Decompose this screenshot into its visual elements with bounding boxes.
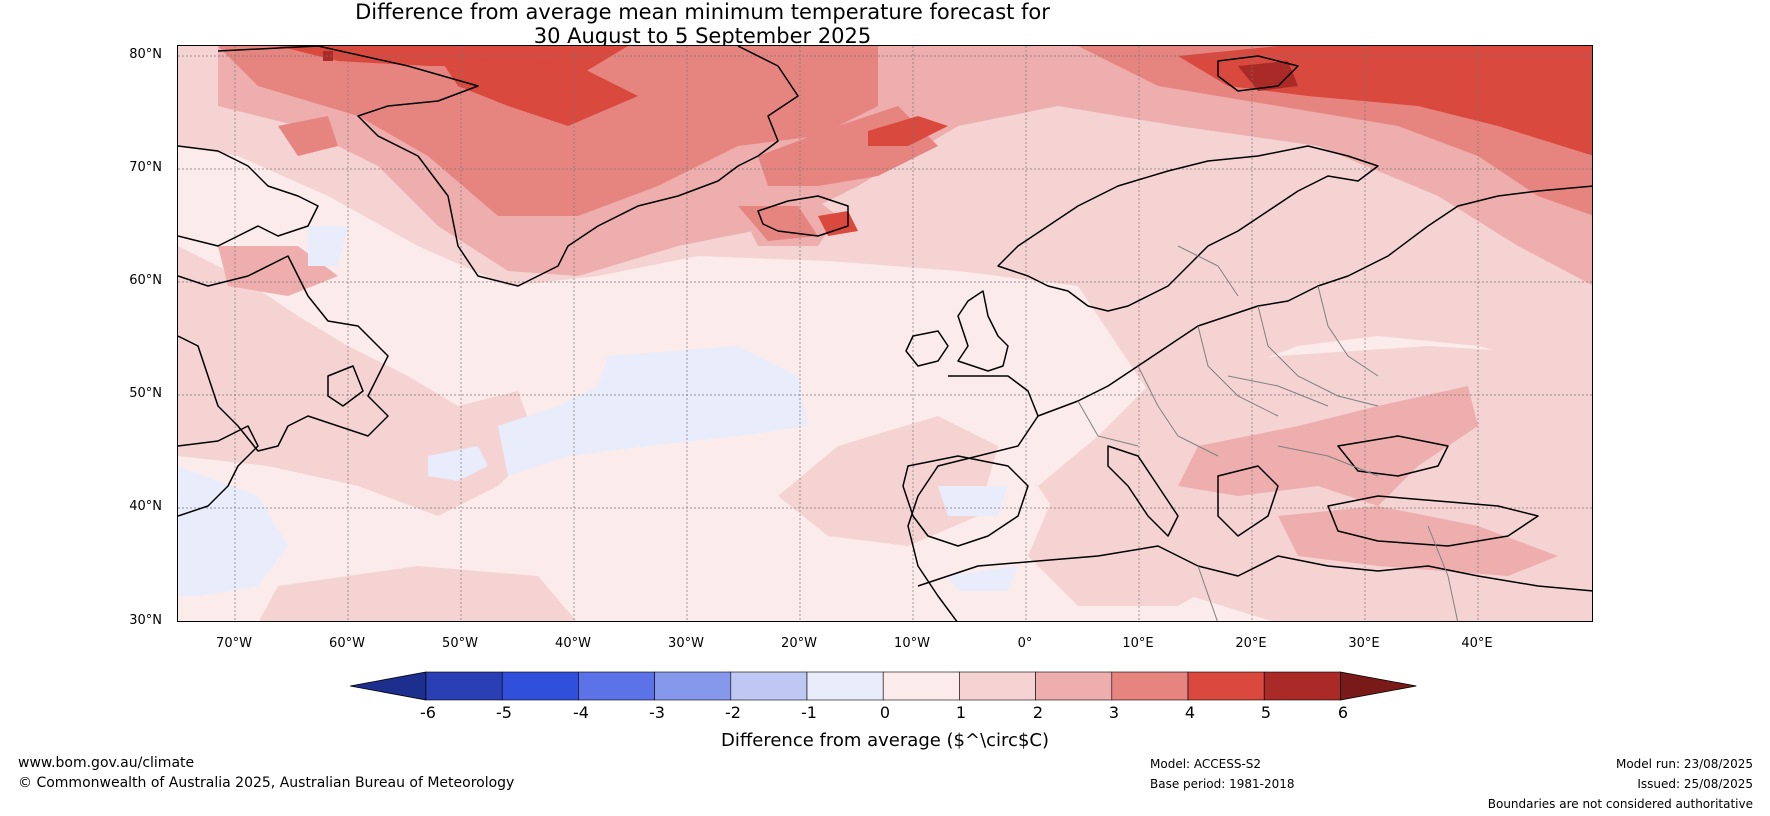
copyright-text: © Commonwealth of Australia 2025, Austra… bbox=[18, 775, 515, 791]
colorbar-tick-2: 2 bbox=[1032, 703, 1044, 722]
model-run-date: Model run: 23/08/2025 bbox=[1615, 757, 1753, 771]
colorbar-segment bbox=[959, 671, 1036, 701]
coastlines bbox=[178, 46, 1592, 621]
lon-label-30e: 30°E bbox=[1348, 636, 1380, 651]
base-period: Base period: 1981-2018 bbox=[1150, 777, 1295, 791]
lon-label-40w: 40°W bbox=[555, 636, 591, 651]
lon-label-60w: 60°W bbox=[329, 636, 365, 651]
colorbar-tick-5: 5 bbox=[1260, 703, 1272, 722]
colorbar-extend-low bbox=[350, 671, 427, 701]
colorbar-segment bbox=[1187, 671, 1265, 701]
colorbar-segment bbox=[1111, 671, 1189, 701]
colorbar-label: Difference from average ($^\circ$C) bbox=[721, 730, 1049, 751]
colorbar-segment bbox=[806, 671, 884, 701]
lon-label-70w: 70°W bbox=[216, 636, 252, 651]
lat-label-70n: 70°N bbox=[129, 160, 162, 175]
colorbar-tick-neg2: -2 bbox=[725, 703, 741, 722]
lon-label-10w: 10°W bbox=[894, 636, 930, 651]
lon-label-30w: 30°W bbox=[668, 636, 704, 651]
colorbar-tick-6: 6 bbox=[1337, 703, 1349, 722]
title-line-1: Difference from average mean minimum tem… bbox=[355, 0, 1050, 24]
colorbar-tick-neg5: -5 bbox=[496, 703, 512, 722]
lon-label-0: 0° bbox=[1017, 636, 1033, 651]
colorbar-segment bbox=[730, 671, 808, 701]
colorbar-segment bbox=[882, 671, 960, 701]
anomaly-5-6-regions bbox=[323, 51, 1298, 91]
map-canvas bbox=[178, 46, 1592, 621]
colorbar-tick-3: 3 bbox=[1108, 703, 1120, 722]
lat-label-80n: 80°N bbox=[129, 47, 162, 62]
boundary-disclaimer: Boundaries are not considered authoritat… bbox=[1487, 797, 1753, 811]
colorbar-segment bbox=[578, 671, 655, 701]
colorbar bbox=[350, 671, 1417, 701]
country-borders bbox=[1077, 245, 1459, 621]
colorbar-segment bbox=[425, 671, 503, 701]
model-name: Model: ACCESS-S2 bbox=[1150, 757, 1262, 771]
colorbar-tick-neg6: -6 bbox=[420, 703, 436, 722]
colorbar-tick-1: 1 bbox=[955, 703, 967, 722]
colorbar-segment bbox=[1035, 671, 1113, 701]
colorbar-segments bbox=[350, 671, 1417, 701]
lon-label-20w: 20°W bbox=[781, 636, 817, 651]
lat-label-30n: 30°N bbox=[129, 613, 162, 628]
lon-label-40e: 40°E bbox=[1461, 636, 1493, 651]
colorbar-tick-neg3: -3 bbox=[649, 703, 665, 722]
colorbar-segment bbox=[654, 671, 732, 701]
colorbar-tick-neg4: -4 bbox=[573, 703, 589, 722]
lat-label-60n: 60°N bbox=[129, 273, 162, 288]
colorbar-extend-high bbox=[1340, 671, 1417, 701]
colorbar-segment bbox=[501, 671, 579, 701]
lat-label-40n: 40°N bbox=[129, 499, 162, 514]
colorbar-segment bbox=[1263, 671, 1341, 701]
lat-label-50n: 50°N bbox=[129, 386, 162, 401]
issued-date: Issued: 25/08/2025 bbox=[1637, 777, 1753, 791]
colorbar-tick-0: 0 bbox=[879, 703, 891, 722]
map-gridlines bbox=[178, 46, 1592, 621]
website-url: www.bom.gov.au/climate bbox=[18, 755, 195, 771]
lon-label-20e: 20°E bbox=[1235, 636, 1267, 651]
colorbar-tick-4: 4 bbox=[1184, 703, 1196, 722]
title-line-2: 30 August to 5 September 2025 bbox=[533, 24, 872, 48]
anomaly-negative-regions bbox=[178, 226, 1018, 596]
colorbar-tick-neg1: -1 bbox=[801, 703, 817, 722]
temperature-anomaly-map bbox=[177, 45, 1593, 622]
lon-label-10e: 10°E bbox=[1122, 636, 1154, 651]
lon-label-50w: 50°W bbox=[442, 636, 478, 651]
map-title: Difference from average mean minimum tem… bbox=[0, 0, 1405, 48]
